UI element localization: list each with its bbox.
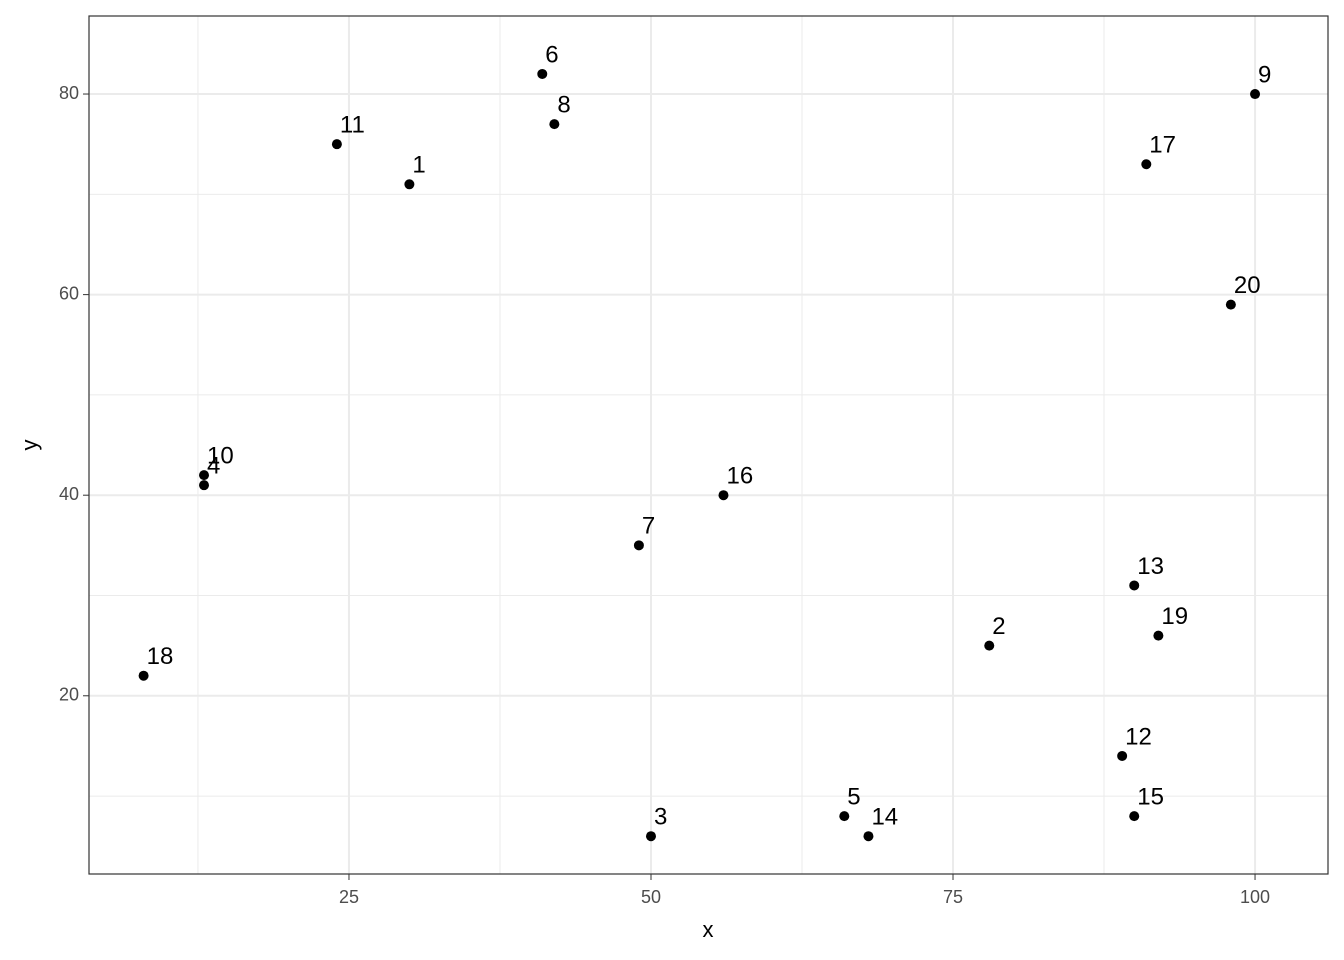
point-label: 6 — [545, 41, 558, 68]
point-label: 2 — [992, 613, 1005, 640]
point-label: 13 — [1137, 553, 1164, 580]
point — [1225, 299, 1236, 310]
point-label: 18 — [147, 643, 174, 670]
point-label: 3 — [654, 804, 667, 831]
point — [199, 480, 210, 491]
panel-border — [88, 15, 1329, 875]
point — [138, 670, 149, 681]
point-label: 10 — [207, 442, 234, 469]
y-tick-label: 60 — [59, 283, 79, 303]
point-label: 1 — [412, 152, 425, 179]
point-label: 19 — [1161, 603, 1188, 630]
point — [633, 540, 644, 551]
x-axis-title: x — [703, 917, 714, 942]
point — [1129, 580, 1140, 591]
point-label: 16 — [726, 463, 753, 490]
point — [404, 179, 415, 190]
y-axis-title: y — [17, 440, 42, 451]
x-tick-label: 25 — [339, 887, 359, 907]
point — [839, 811, 850, 822]
point-label: 20 — [1234, 272, 1261, 299]
point — [199, 470, 210, 481]
point-label: 7 — [642, 513, 655, 540]
x-tick-label: 100 — [1240, 887, 1270, 907]
point — [1129, 811, 1140, 822]
point — [863, 831, 874, 842]
y-tick-label: 80 — [59, 83, 79, 103]
point — [537, 68, 548, 79]
point-label: 8 — [557, 91, 570, 118]
point — [1117, 750, 1128, 761]
point-label: 14 — [871, 804, 898, 831]
x-tick-label: 50 — [641, 887, 661, 907]
point — [984, 640, 995, 651]
point — [331, 139, 342, 150]
point-label: 5 — [847, 783, 860, 810]
point-label: 11 — [340, 112, 365, 139]
point-label: 9 — [1258, 61, 1271, 88]
point — [718, 490, 729, 501]
point-label: 12 — [1125, 723, 1152, 750]
point-label: 15 — [1137, 783, 1164, 810]
point — [1153, 630, 1164, 641]
point-label: 4 — [207, 453, 220, 480]
y-tick-label: 20 — [59, 685, 79, 705]
point — [549, 119, 560, 130]
x-tick-label: 75 — [943, 887, 963, 907]
point-label: 17 — [1149, 132, 1176, 159]
point — [1141, 159, 1152, 170]
point — [1250, 89, 1261, 100]
point — [645, 831, 656, 842]
y-tick-label: 40 — [59, 484, 79, 504]
